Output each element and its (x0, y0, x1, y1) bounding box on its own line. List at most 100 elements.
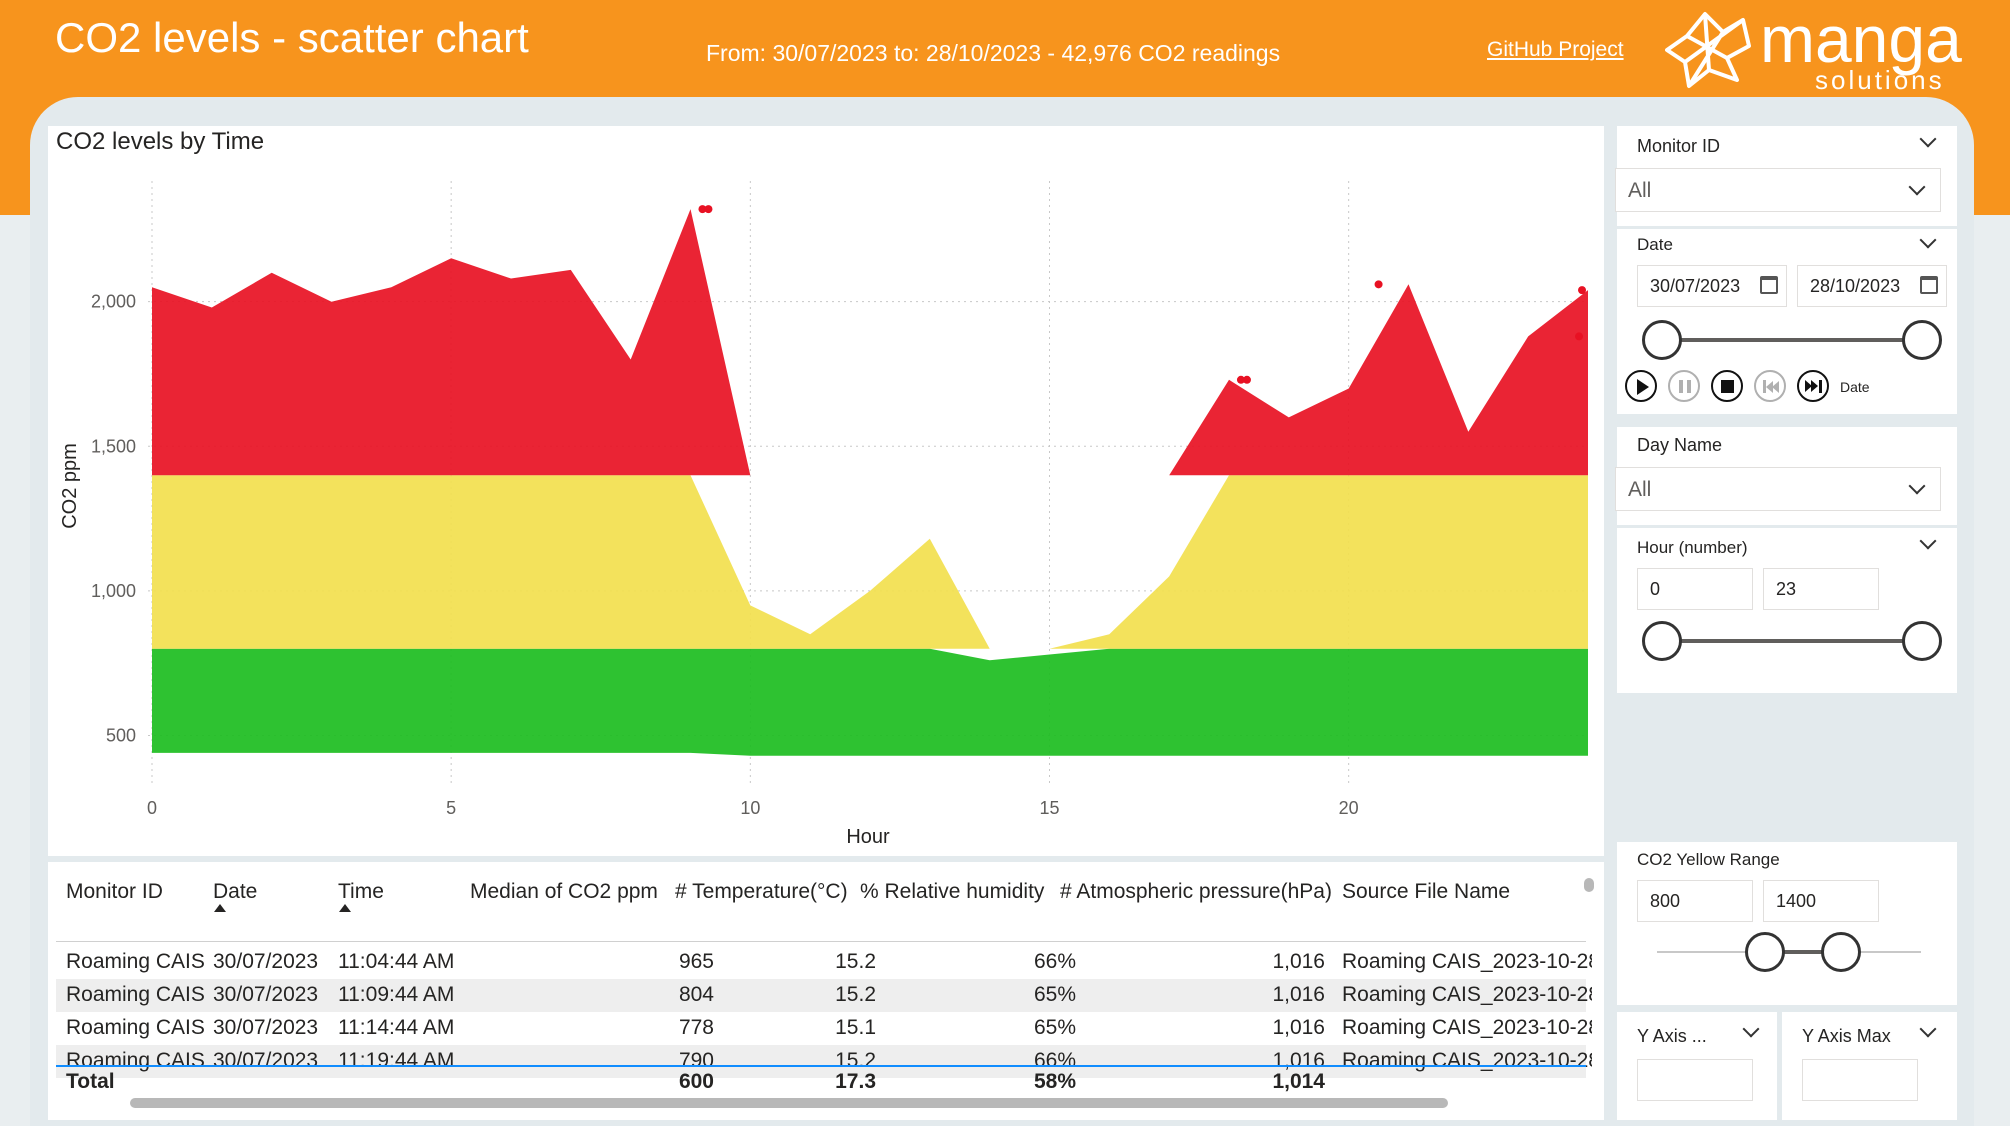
total-temperature: 17.3 (835, 1070, 876, 1093)
total-humidity: 58% (1033, 1070, 1076, 1093)
play-axis-label: Date (1840, 379, 1870, 395)
chevron-down-icon[interactable] (1919, 130, 1937, 148)
co2-yellow-max-input[interactable]: 1400 (1763, 880, 1879, 922)
col-header-humidity[interactable]: % Relative humidity (860, 880, 1045, 903)
x-tick-label: 10 (740, 798, 760, 818)
date-start-input[interactable]: 30/07/2023 (1637, 265, 1787, 307)
col-header-co2[interactable]: Median of CO2 ppm (470, 880, 658, 903)
hour-slider-max-thumb[interactable] (1902, 621, 1942, 661)
col-header-pressure[interactable]: # Atmospheric pressure(hPa) (1060, 880, 1332, 903)
date-slider-start-thumb[interactable] (1642, 320, 1682, 360)
hour-slider-min-thumb[interactable] (1642, 621, 1682, 661)
co2-yellow-slider-track[interactable] (1765, 950, 1841, 954)
horizontal-scrollbar[interactable] (130, 1098, 1448, 1108)
table-cell: 1,016 (1272, 950, 1325, 973)
co2-yellow-max-thumb[interactable] (1821, 932, 1861, 972)
play-button[interactable] (1625, 370, 1657, 402)
col-header-source-file[interactable]: Source File Name (1342, 880, 1511, 903)
table-cell: 1,016 (1272, 983, 1325, 1006)
hour-max-value: 23 (1776, 579, 1797, 599)
band-high-readings[interactable] (152, 209, 1588, 476)
date-slider-track[interactable] (1662, 338, 1922, 342)
day-name-label: Day Name (1637, 435, 1723, 455)
table-cell: 30/07/2023 (213, 950, 319, 973)
total-pressure: 1,014 (1272, 1070, 1325, 1093)
vertical-scrollbar[interactable] (1584, 878, 1594, 892)
y-tick-label: 1,000 (91, 581, 136, 601)
table-row-bg (56, 1012, 1586, 1045)
date-label: Date (1637, 235, 1673, 254)
calendar-icon[interactable] (1920, 276, 1938, 294)
x-tick-label: 15 (1039, 798, 1059, 818)
table-cell: Roaming CAIS_2023-10-28 (1342, 1016, 1592, 1039)
monitor-id-value: All (1628, 179, 1652, 202)
hour-slider-track[interactable] (1662, 639, 1922, 643)
co2-scatter-chart[interactable]: 0 5 10 15 20 500 1,000 1,500 2,000 CO2 ppm Hour … (48, 126, 1604, 856)
band-medium-readings[interactable] (152, 475, 1588, 649)
y-tick-label: 1,500 (91, 436, 136, 456)
total-label: Total (66, 1070, 115, 1093)
next-button[interactable] (1797, 370, 1829, 402)
col-header-date[interactable]: Date (213, 880, 258, 903)
chevron-down-icon (1908, 477, 1926, 495)
stop-button[interactable] (1711, 370, 1743, 402)
github-project-link[interactable]: GitHub Project (1487, 38, 1624, 61)
y-axis-min-input[interactable] (1637, 1059, 1753, 1101)
previous-button[interactable] (1754, 370, 1786, 402)
table-cell: 778 (678, 1016, 714, 1039)
date-slider-end-thumb[interactable] (1902, 320, 1942, 360)
manga-solutions-logo: manga solutions (1665, 6, 1962, 92)
scatter-plot[interactable]: 0 5 10 15 20 500 1,000 1,500 2,000 CO2 ppm Hour (48, 126, 1604, 856)
day-name-value: All (1628, 478, 1652, 501)
calendar-icon[interactable] (1760, 276, 1778, 294)
table-row-bg (56, 946, 1586, 979)
y-axis-max-input[interactable] (1802, 1059, 1918, 1101)
band-low-readings[interactable] (152, 648, 1588, 756)
chevron-down-icon[interactable] (1919, 532, 1937, 550)
col-header-monitor-id[interactable]: Monitor ID (66, 880, 163, 903)
table-cell: 65% (1033, 983, 1076, 1006)
table-cell: 15.2 (835, 983, 876, 1006)
hour-max-input[interactable]: 23 (1763, 568, 1879, 610)
day-name-slicer: Day Name All (1615, 427, 1957, 525)
table-cell: Roaming CAIS_2023-10-28 (1342, 1049, 1592, 1072)
monitor-id-dropdown[interactable]: All (1615, 168, 1941, 212)
scatter-point[interactable] (1578, 286, 1587, 295)
table-cell: 15.2 (835, 950, 876, 973)
scatter-point[interactable] (1374, 280, 1383, 289)
monitor-id-slicer: Monitor ID All (1615, 126, 1957, 226)
chevron-down-icon[interactable] (1919, 1020, 1937, 1038)
chevron-down-icon[interactable] (1742, 1020, 1760, 1038)
y-axis-min-label: Y Axis ... (1637, 1026, 1707, 1046)
header-divider (56, 941, 1586, 942)
col-header-temperature[interactable]: # Temperature(°C) (675, 880, 848, 903)
date-end-input[interactable]: 28/10/2023 (1797, 265, 1947, 307)
pause-button[interactable] (1668, 370, 1700, 402)
table-cell: 30/07/2023 (213, 1049, 319, 1072)
readings-table[interactable]: Monitor ID Date Time Median of CO2 ppm #… (48, 862, 1604, 1120)
hour-min-value: 0 (1650, 579, 1661, 599)
x-tick-label: 5 (446, 798, 456, 818)
co2-yellow-min-input[interactable]: 800 (1637, 880, 1753, 922)
monitor-id-label: Monitor ID (1637, 136, 1721, 156)
y-axis-max-label: Y Axis Max (1802, 1026, 1891, 1046)
scatter-point[interactable] (1575, 332, 1584, 341)
scatter-point[interactable] (698, 205, 707, 214)
col-header-time[interactable]: Time (338, 880, 384, 903)
scatter-point[interactable] (1236, 375, 1245, 384)
scatter-point[interactable] (704, 205, 713, 214)
co2-yellow-min-thumb[interactable] (1745, 932, 1785, 972)
co2-yellow-max-value: 1400 (1776, 891, 1817, 911)
day-name-dropdown[interactable]: All (1615, 467, 1941, 511)
y-axis-max-slicer: Y Axis Max (1782, 1012, 1957, 1120)
table-cell: Roaming CAIS (66, 983, 205, 1006)
chevron-down-icon[interactable] (1919, 231, 1937, 249)
table-cell: Roaming CAIS (66, 1016, 205, 1039)
table-cell: 11:19:44 AM (338, 1049, 455, 1072)
sort-asc-icon (339, 904, 351, 912)
hour-label: Hour (number) (1637, 538, 1748, 557)
scatter-point[interactable] (1242, 375, 1251, 384)
hour-min-input[interactable]: 0 (1637, 568, 1753, 610)
table-cell: 65% (1033, 1016, 1076, 1039)
total-co2: 600 (678, 1070, 714, 1093)
